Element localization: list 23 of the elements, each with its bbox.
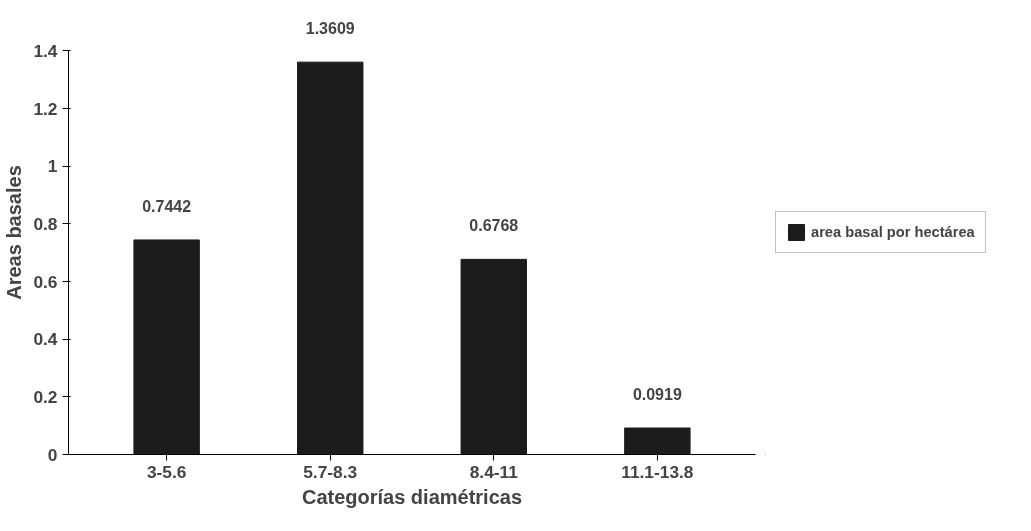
- y-axis-title: Areas basales: [3, 165, 26, 300]
- y-tick-label: 0.2: [33, 386, 58, 407]
- data-label: 0.7442: [142, 197, 192, 215]
- legend-label: area basal por hectárea: [811, 224, 975, 240]
- x-tick-label: 11.1-13.8: [621, 461, 694, 482]
- x-tick-label: 3-5.6: [146, 461, 187, 482]
- y-tick-label: 1: [47, 156, 58, 177]
- y-tick-label: 1.2: [33, 98, 58, 119]
- bar: [624, 427, 691, 455]
- y-tick-label: 0.6: [33, 271, 58, 292]
- data-label: 1.3609: [305, 20, 355, 38]
- x-tick-label: 8.4-11: [469, 461, 519, 482]
- y-tick-label: 0.4: [33, 329, 58, 350]
- data-label: 0.0919: [632, 386, 682, 403]
- bar: [297, 61, 364, 455]
- y-tick-label: 0: [47, 444, 58, 465]
- bar: [460, 258, 527, 455]
- data-label: 0.6768: [469, 217, 519, 235]
- y-tick-label: 0.8: [33, 213, 58, 234]
- bar: [133, 239, 200, 455]
- x-tick-label: 5.7-8.3: [303, 461, 358, 482]
- y-tick-label: 1.4: [33, 40, 58, 61]
- x-axis-title: Categorías diamétricas: [301, 485, 523, 508]
